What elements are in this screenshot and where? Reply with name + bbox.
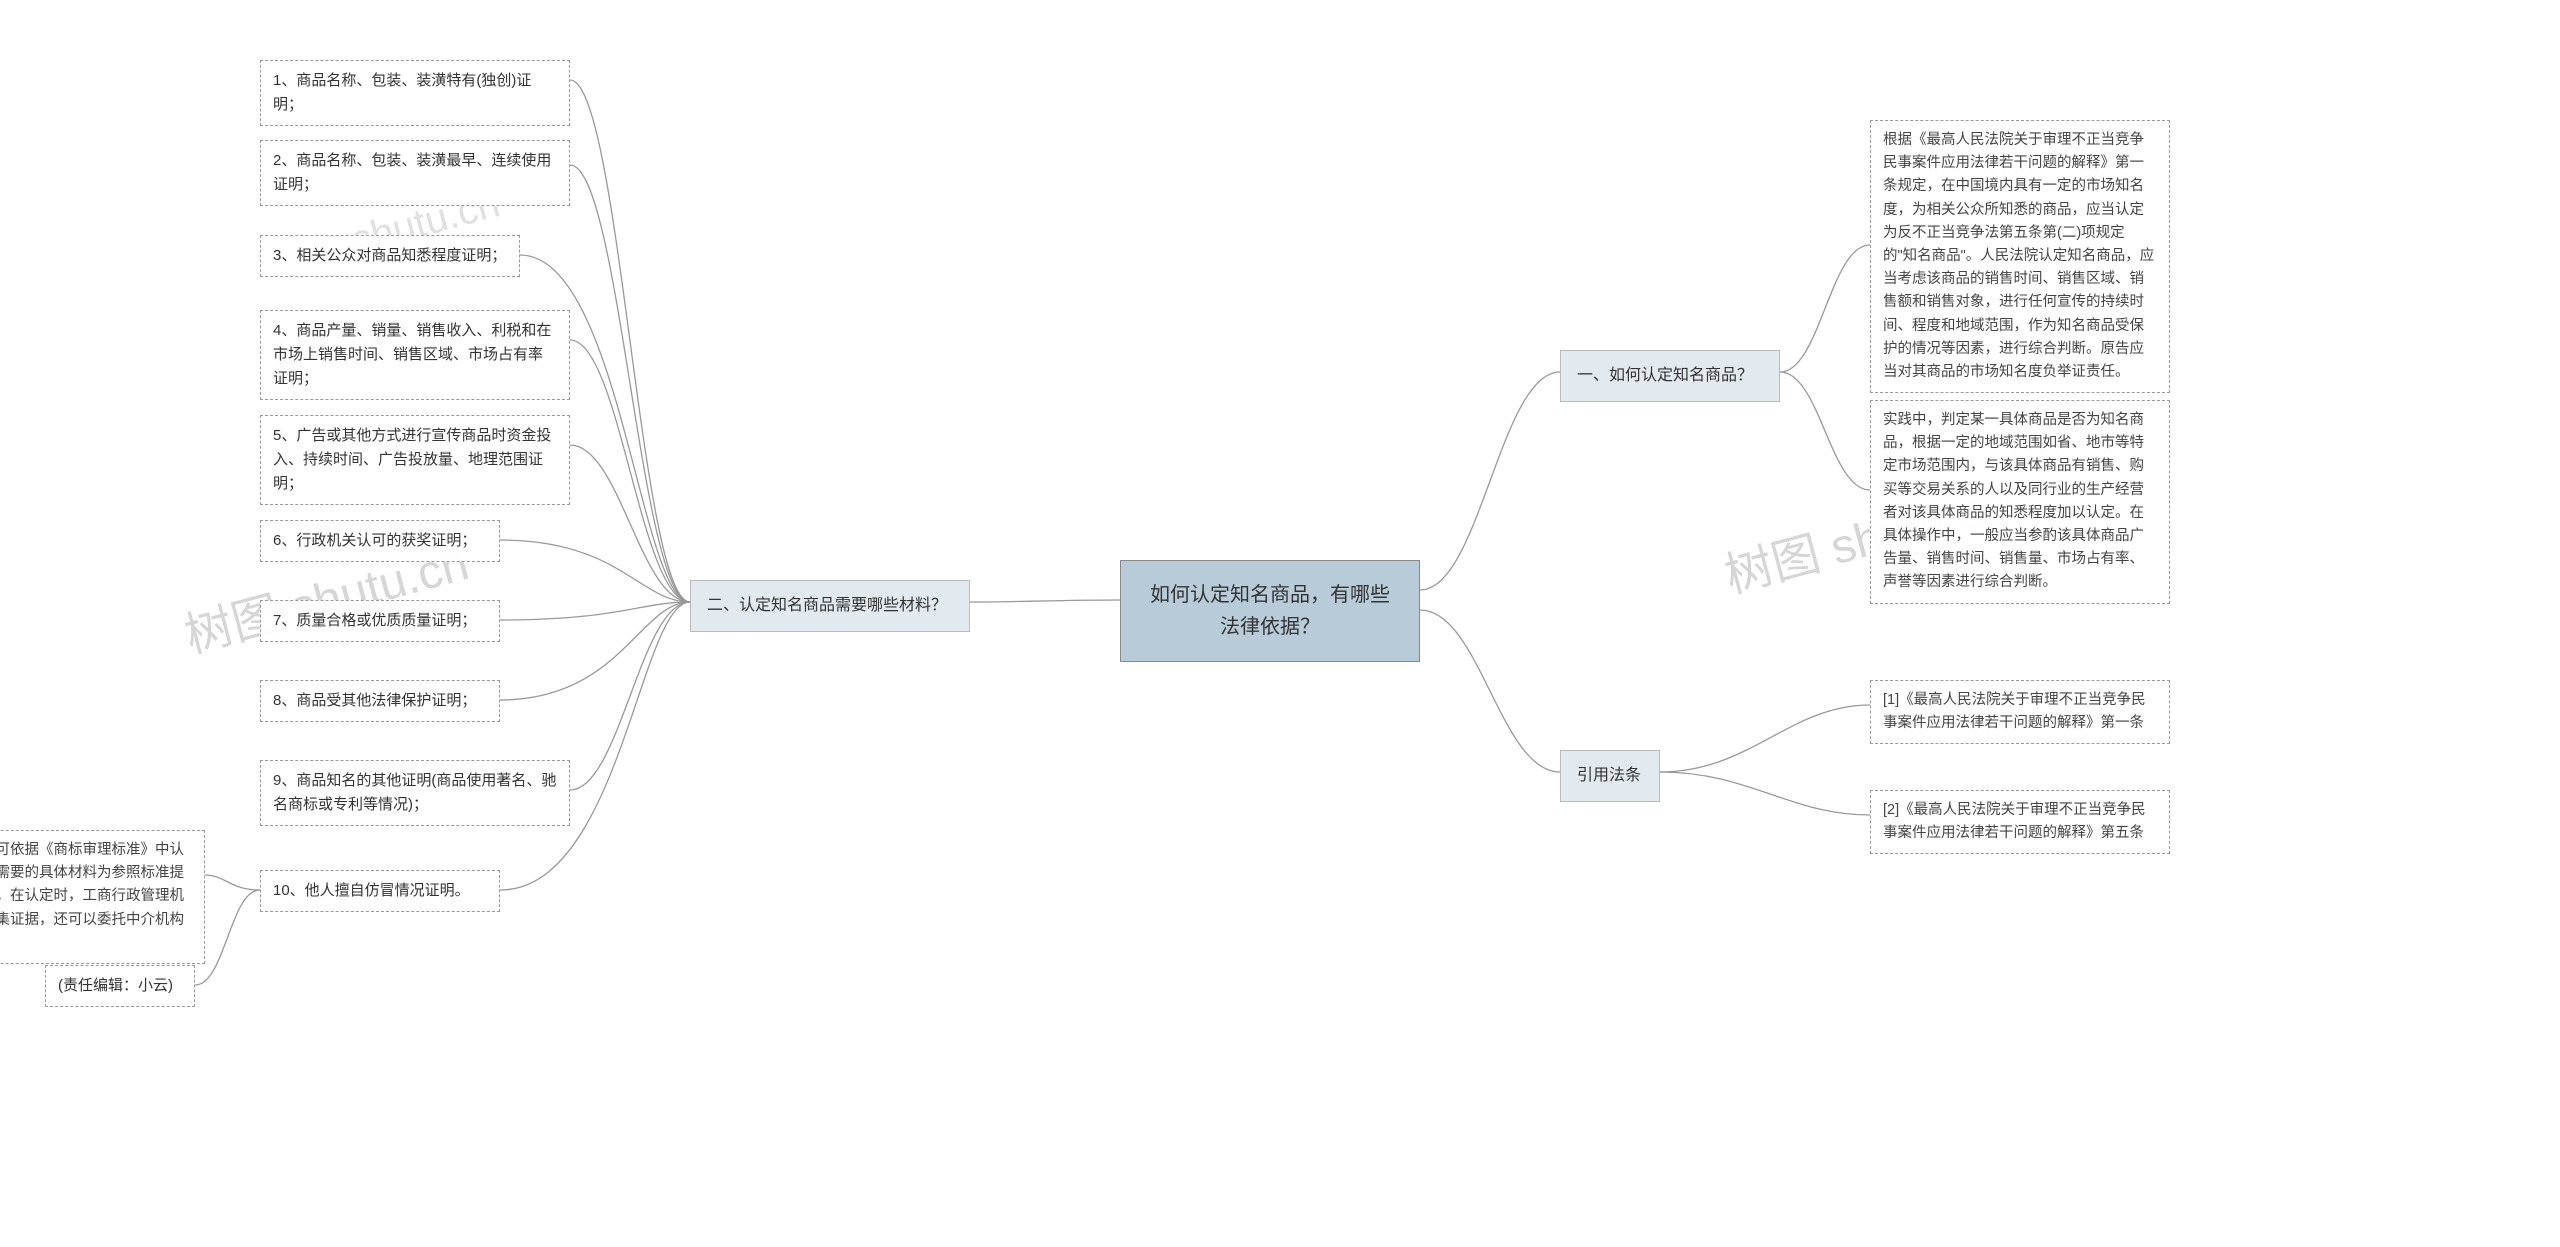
left-item-5: 5、广告或其他方式进行宣传商品时资金投入、持续时间、广告投放量、地理范围证明； — [260, 415, 570, 505]
left-item-10: 10、他人擅自仿冒情况证明。 — [260, 870, 500, 912]
left-sub-2-label: (责任编辑：小云) — [58, 977, 173, 994]
left-item-5-label: 5、广告或其他方式进行宣传商品时资金投入、持续时间、广告投放量、地理范围证明； — [273, 427, 551, 492]
root-node: 如何认定知名商品，有哪些法律依据？ — [1120, 560, 1420, 662]
left-sub-1-label: 主张权利人可依据《商标审理标准》中认定驰名商标需要的具体材料为参照标准提供主张证… — [0, 842, 184, 951]
left-item-8: 8、商品受其他法律保护证明； — [260, 680, 500, 722]
left-item-7-label: 7、质量合格或优质质量证明； — [273, 612, 476, 629]
left-item-1-label: 1、商品名称、包装、装潢特有(独创)证明； — [273, 72, 531, 113]
left-item-4-label: 4、商品产量、销量、销售收入、利税和在市场上销售时间、销售区域、市场占有率证明； — [273, 322, 551, 387]
right2-item-2: [2]《最高人民法院关于审理不正当竞争民事案件应用法律若干问题的解释》第五条 — [1870, 790, 2170, 854]
branch-right-1: 一、如何认定知名商品？ — [1560, 350, 1780, 402]
left-item-8-label: 8、商品受其他法律保护证明； — [273, 692, 476, 709]
root-label: 如何认定知名商品，有哪些法律依据？ — [1150, 584, 1390, 638]
right2-item-1-label: [1]《最高人民法院关于审理不正当竞争民事案件应用法律若干问题的解释》第一条 — [1883, 692, 2146, 731]
left-item-6: 6、行政机关认可的获奖证明； — [260, 520, 500, 562]
left-item-7: 7、质量合格或优质质量证明； — [260, 600, 500, 642]
left-item-10-label: 10、他人擅自仿冒情况证明。 — [273, 882, 470, 899]
right1-item-2: 实践中，判定某一具体商品是否为知名商品，根据一定的地域范围如省、地市等特定市场范… — [1870, 400, 2170, 604]
left-item-1: 1、商品名称、包装、装潢特有(独创)证明； — [260, 60, 570, 126]
branch-left-label: 二、认定知名商品需要哪些材料？ — [707, 597, 947, 614]
right2-item-2-label: [2]《最高人民法院关于审理不正当竞争民事案件应用法律若干问题的解释》第五条 — [1883, 802, 2146, 841]
branch-right-2-label: 引用法条 — [1577, 767, 1641, 784]
left-sub-1: 主张权利人可依据《商标审理标准》中认定驰名商标需要的具体材料为参照标准提供主张证… — [0, 830, 205, 964]
right1-item-2-label: 实践中，判定某一具体商品是否为知名商品，根据一定的地域范围如省、地市等特定市场范… — [1883, 412, 2144, 590]
branch-right-2: 引用法条 — [1560, 750, 1660, 802]
left-item-6-label: 6、行政机关认可的获奖证明； — [273, 532, 476, 549]
right1-item-1: 根据《最高人民法院关于审理不正当竞争民事案件应用法律若干问题的解释》第一条规定，… — [1870, 120, 2170, 393]
left-item-2-label: 2、商品名称、包装、装潢最早、连续使用证明； — [273, 152, 551, 193]
branch-left: 二、认定知名商品需要哪些材料？ — [690, 580, 970, 632]
left-item-2: 2、商品名称、包装、装潢最早、连续使用证明； — [260, 140, 570, 206]
left-item-9: 9、商品知名的其他证明(商品使用著名、驰名商标或专利等情况)； — [260, 760, 570, 826]
left-item-3: 3、相关公众对商品知悉程度证明； — [260, 235, 520, 277]
left-item-4: 4、商品产量、销量、销售收入、利税和在市场上销售时间、销售区域、市场占有率证明； — [260, 310, 570, 400]
right1-item-1-label: 根据《最高人民法院关于审理不正当竞争民事案件应用法律若干问题的解释》第一条规定，… — [1883, 132, 2154, 380]
right2-item-1: [1]《最高人民法院关于审理不正当竞争民事案件应用法律若干问题的解释》第一条 — [1870, 680, 2170, 744]
left-item-3-label: 3、相关公众对商品知悉程度证明； — [273, 247, 506, 264]
branch-right-1-label: 一、如何认定知名商品？ — [1577, 367, 1753, 384]
left-sub-2: (责任编辑：小云) — [45, 965, 195, 1007]
left-item-9-label: 9、商品知名的其他证明(商品使用著名、驰名商标或专利等情况)； — [273, 772, 556, 813]
